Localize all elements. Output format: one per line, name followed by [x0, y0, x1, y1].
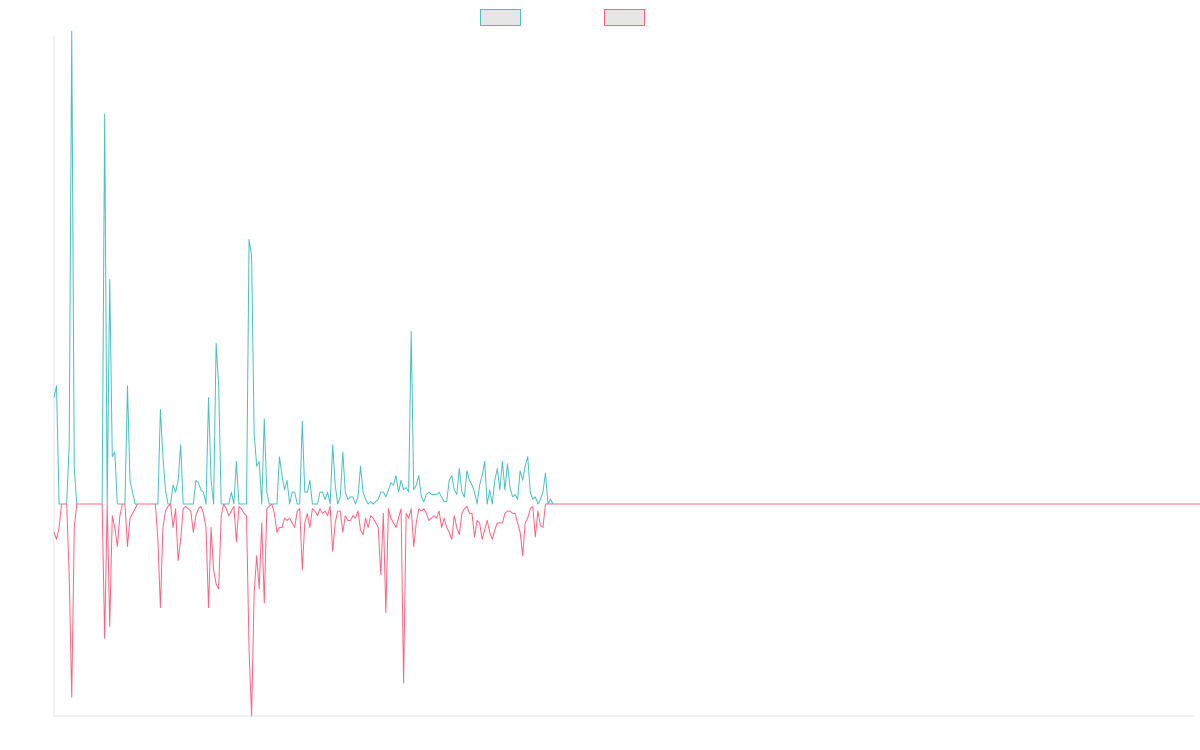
axes — [53, 36, 1194, 717]
series-line-1 — [53, 30, 1200, 505]
legend — [480, 9, 645, 26]
series-line-2 — [53, 503, 1200, 717]
series-group — [53, 30, 1200, 717]
legend-swatch-2[interactable] — [604, 9, 645, 26]
legend-swatch-1[interactable] — [480, 9, 521, 26]
